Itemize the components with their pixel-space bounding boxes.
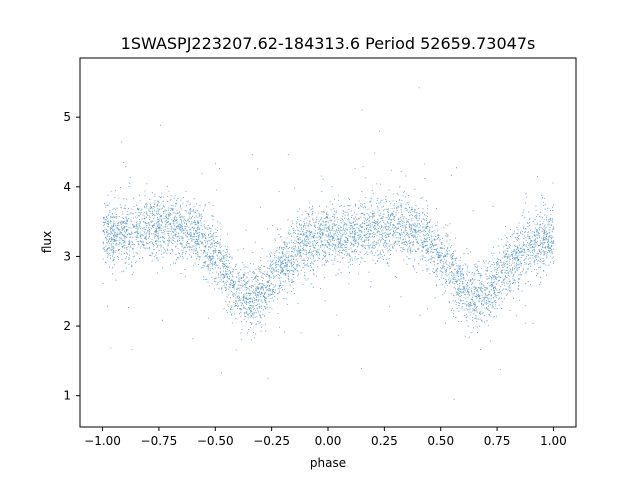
y-tick-label: 4 (63, 180, 71, 194)
x-tick-label: 0.50 (427, 434, 454, 448)
y-axis: 1 2 3 4 5 (63, 110, 80, 403)
x-tick-label: 0.25 (371, 434, 398, 448)
x-tick-label: −0.50 (197, 434, 234, 448)
x-tick-label: 0.75 (484, 434, 511, 448)
x-tick-label: −0.75 (141, 434, 178, 448)
x-tick-label: 0.00 (315, 434, 342, 448)
y-tick-label: 2 (63, 319, 71, 333)
x-axis: −1.00 −0.75 −0.50 −0.25 0.00 0.25 0.50 0.75 1.00 (84, 427, 567, 448)
y-tick-label: 5 (63, 110, 71, 124)
y-tick-label: 1 (63, 389, 71, 403)
x-tick-label: −1.00 (84, 434, 121, 448)
y-tick-label: 3 (63, 249, 71, 263)
y-axis-label: flux (40, 231, 54, 253)
x-axis-label: phase (310, 456, 346, 470)
x-tick-label: −0.25 (253, 434, 290, 448)
chart-title: 1SWASPJ223207.62-184313.6 Period 52659.7… (121, 34, 536, 53)
x-tick-label: 1.00 (540, 434, 567, 448)
